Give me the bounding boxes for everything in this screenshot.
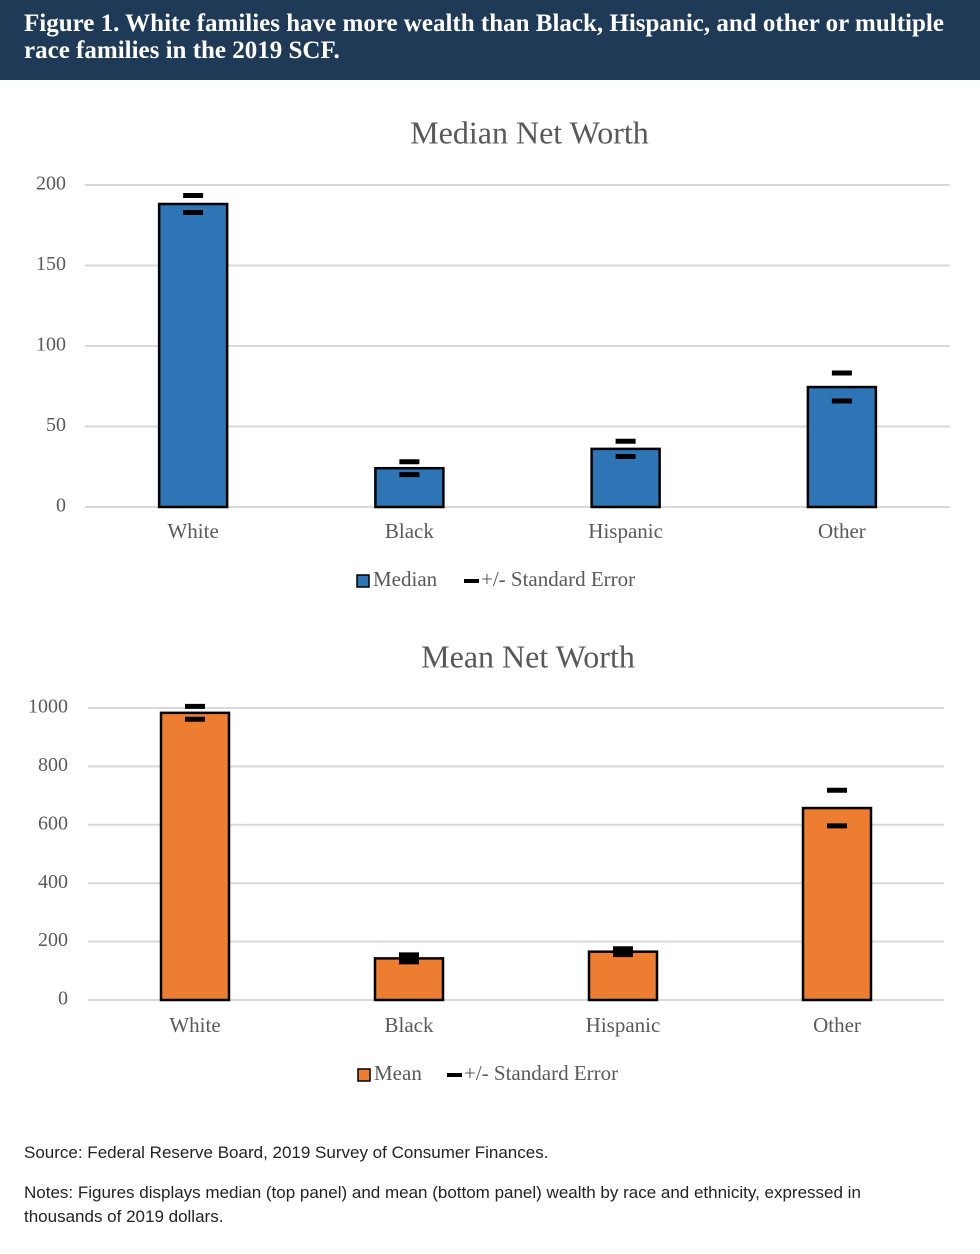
bar [587,950,659,1002]
chart-title: Median Net Worth [410,114,649,150]
x-tick-label: Black [385,1013,434,1037]
chart-title: Mean Net Worth [421,638,635,674]
legend-swatch [356,574,370,588]
legend-swatch [464,579,479,583]
error-bar [613,946,633,958]
x-tick-label: Other [818,519,866,543]
bar [801,806,873,1002]
y-tick-label: 50 [46,414,66,436]
y-tick-label: 200 [38,929,68,951]
x-tick-label: Hispanic [588,519,663,543]
x-tick-label: Other [813,1013,861,1037]
x-tick-label: White [169,1013,220,1037]
y-tick-label: 600 [38,812,68,834]
legend-swatch [447,1073,462,1077]
y-tick-label: 400 [38,871,68,893]
y-tick-label: 150 [36,253,66,275]
legend-label: Mean [374,1061,422,1085]
error-bar [399,952,419,965]
legend-label: +/- Standard Error [464,1061,618,1085]
y-tick-label: 100 [36,334,66,356]
y-tick-label: 1000 [28,696,68,718]
legend-label: +/- Standard Error [481,567,635,591]
error-bar [183,192,204,216]
y-tick-label: 800 [38,754,68,776]
notes: Notes: Figures displays median (top pane… [24,1183,861,1226]
error-bar [185,703,205,722]
bar [806,385,878,509]
figure-title: Figure 1. White families have more wealt… [0,0,980,80]
legend-label: Median [373,567,438,591]
bar [157,202,229,509]
error-bar [399,459,420,478]
source: Source: Federal Reserve Board, 2019 Surv… [24,1143,549,1162]
y-tick-label: 0 [58,988,68,1010]
y-tick-label: 0 [56,495,66,517]
error-bar [831,370,852,404]
legend-swatch [357,1068,371,1082]
bar [590,447,661,509]
bar [159,711,231,1002]
y-tick-label: 200 [36,173,66,195]
bar [373,957,445,1002]
error-bar [827,787,847,829]
error-bar [615,438,636,459]
x-tick-label: Black [385,519,434,543]
x-tick-label: White [167,519,218,543]
charts: Median Net Worth 0 50 100 150 200 White Black Hi… [28,114,950,1085]
x-tick-label: Hispanic [586,1013,661,1037]
